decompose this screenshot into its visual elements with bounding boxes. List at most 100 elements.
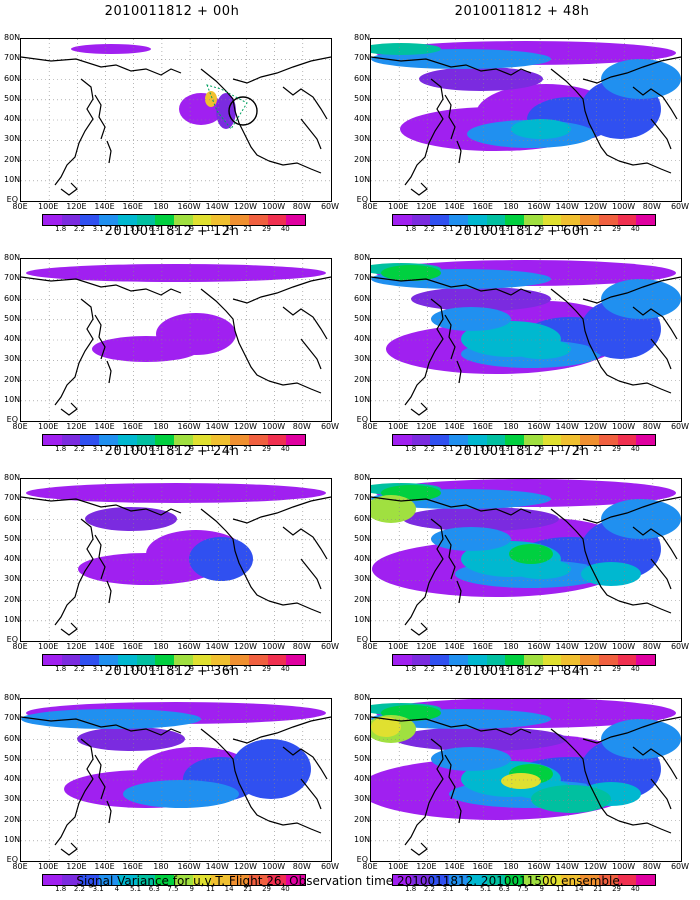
variance-region xyxy=(371,717,401,737)
longitude-label: 180 xyxy=(503,642,519,651)
variance-region xyxy=(531,785,611,813)
latitude-label: 10N xyxy=(4,174,21,184)
colorbar-swatch xyxy=(286,875,306,885)
coastline xyxy=(650,338,672,370)
map-panel: 2010011812 + 60h EQ 10N 20N 30N 40N 50N 60N 70N 8… xyxy=(352,220,692,453)
colorbar-swatch xyxy=(43,215,62,225)
coastline xyxy=(404,518,444,626)
latitude-label: 40N xyxy=(4,334,21,343)
latitude-label: 40N xyxy=(4,554,21,563)
colorbar-label: 1.8 xyxy=(405,885,417,893)
colorbar-swatch xyxy=(267,215,287,225)
variance-region xyxy=(205,91,217,107)
coastline xyxy=(94,94,106,140)
coastline xyxy=(54,298,94,406)
coastline xyxy=(618,160,672,174)
longitude-label: 120E xyxy=(416,202,437,211)
contour-map xyxy=(21,259,331,421)
colorbar-label: 21 xyxy=(243,225,253,233)
latitude-label: 80N xyxy=(354,253,371,262)
colorbar-label: 7.5 xyxy=(167,665,179,673)
latitude-label: 50N xyxy=(354,533,371,543)
colorbar-swatch xyxy=(192,435,212,445)
colorbar-label: 40 xyxy=(630,445,640,453)
longitude-label: 80W xyxy=(642,422,661,431)
latitude-label: 70N xyxy=(354,273,371,283)
longitude-label: 120W xyxy=(583,422,608,431)
latitude-label: 50N xyxy=(4,753,21,763)
colorbar-label: 4 xyxy=(114,225,120,233)
colorbar-swatch xyxy=(61,655,81,665)
colorbar-swatch xyxy=(467,215,487,225)
colorbar-swatch xyxy=(580,435,599,445)
colorbar-label: 7.5 xyxy=(167,445,179,453)
latitude-label: EQ xyxy=(356,635,368,644)
longitude-label: 160E xyxy=(472,202,493,211)
coastline xyxy=(21,496,182,516)
latitude-label: 20N xyxy=(354,814,371,824)
colorbar-labels: 1.8 2.2 3.1 4 5.1 6.3 7.5 9 11 14 21 29 40 xyxy=(42,885,304,895)
colorbar-swatch xyxy=(43,655,62,665)
colorbar-swatch xyxy=(174,215,193,225)
colorbar-label: 29 xyxy=(612,665,622,673)
coastline xyxy=(21,276,182,296)
colorbar-swatch xyxy=(99,875,118,885)
coastline xyxy=(282,306,328,340)
colorbar-label: 3.1 xyxy=(92,225,104,233)
colorbar-label: 14 xyxy=(574,885,584,893)
longitude-label: 160E xyxy=(122,862,143,871)
variance-region xyxy=(381,265,441,281)
map-panel: 2010011812 + 84h EQ 10N 20N 30N 40N 50N 60N 70N 8… xyxy=(352,660,692,893)
colorbar-swatch xyxy=(617,875,637,885)
longitude-label: 180 xyxy=(153,202,169,211)
colorbar-label: 3.1 xyxy=(442,445,454,453)
coastline xyxy=(550,508,620,602)
colorbar-labels: 1.8 2.2 3.1 4 5.1 6.3 7.5 9 11 14 21 29 40 xyxy=(392,885,654,895)
colorbar-swatch xyxy=(580,655,599,665)
coastline xyxy=(232,56,331,84)
colorbar-label: 29 xyxy=(262,885,272,893)
coastline xyxy=(200,508,270,602)
longitude-label: 80W xyxy=(292,862,311,871)
colorbar-swatch xyxy=(598,215,618,225)
longitude-label: 160E xyxy=(122,642,143,651)
longitude-label: 160E xyxy=(122,422,143,431)
variance-region xyxy=(411,287,551,311)
longitude-label: 100E xyxy=(388,642,409,651)
colorbar-swatch xyxy=(80,655,100,665)
longitude-label: 120W xyxy=(583,642,608,651)
coastline xyxy=(21,716,182,736)
colorbar-swatch xyxy=(80,215,100,225)
longitude-label: 140E xyxy=(94,422,115,431)
colorbar-label: 5.1 xyxy=(479,885,492,893)
colorbar-label: 21 xyxy=(593,885,603,893)
variance-region xyxy=(21,709,201,729)
colorbar-swatch xyxy=(486,215,506,225)
coastline xyxy=(456,800,462,824)
latitude-label: EQ xyxy=(356,855,368,864)
colorbar-label: 9 xyxy=(189,885,194,893)
latitude-label: 40N xyxy=(4,114,21,123)
latitude-label: 30N xyxy=(354,354,371,364)
longitude-label: 60W xyxy=(670,202,690,211)
colorbar-label: 4 xyxy=(464,885,470,893)
colorbar-label: 9 xyxy=(189,225,194,233)
coastline xyxy=(618,380,672,394)
longitude-label: 160E xyxy=(472,862,493,871)
colorbar-label: 7.5 xyxy=(517,885,529,893)
latitude-label: 60N xyxy=(4,513,21,523)
colorbar-label: 6.3 xyxy=(498,885,510,893)
colorbar xyxy=(392,874,656,886)
colorbar-swatch xyxy=(117,215,137,225)
coastline xyxy=(632,86,678,120)
map-area xyxy=(20,698,332,862)
coastline xyxy=(268,160,322,174)
coastline xyxy=(200,68,270,162)
variance-region xyxy=(601,279,681,319)
colorbar-swatch xyxy=(542,435,562,445)
colorbar-swatch xyxy=(230,655,249,665)
colorbar-label: 3.1 xyxy=(92,665,104,673)
colorbar-swatch xyxy=(598,655,618,665)
latitude-label: EQ xyxy=(6,855,18,864)
longitude-label: 100W xyxy=(612,862,636,871)
